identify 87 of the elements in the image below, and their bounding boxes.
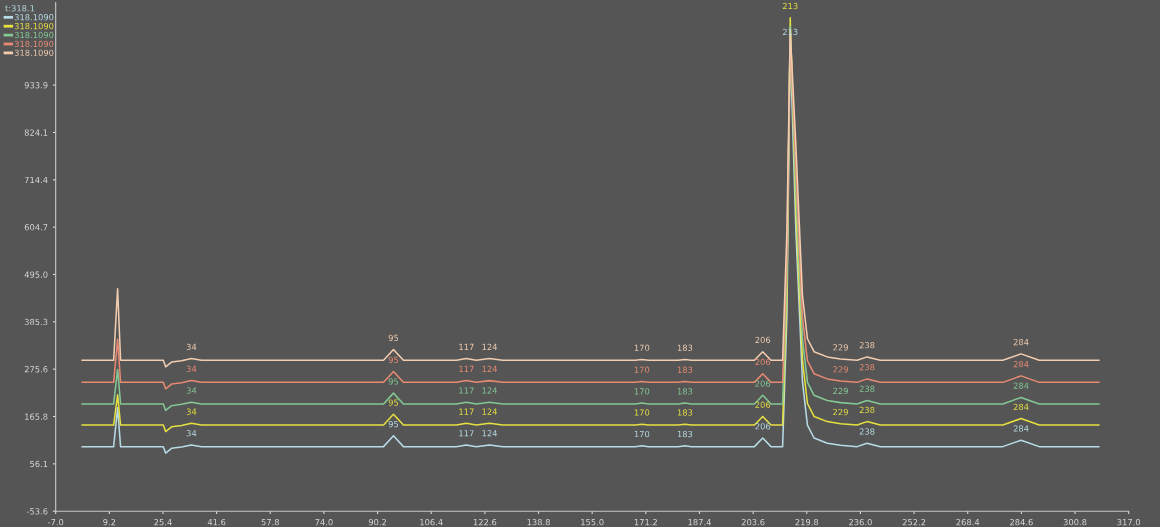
y-tick-label: 604.7 bbox=[24, 224, 48, 231]
annotation: 206 bbox=[755, 380, 771, 387]
annotation: 170 bbox=[634, 344, 650, 351]
y-tick-label: 933.9 bbox=[24, 82, 48, 89]
annotation: 183 bbox=[677, 388, 693, 395]
annotation: 117 bbox=[459, 408, 474, 415]
annotation: 238 bbox=[859, 364, 875, 371]
x-tick-label: 122.6 bbox=[473, 518, 497, 526]
x-tick-label: 187.4 bbox=[688, 518, 711, 526]
x-tick-label: -7.0 bbox=[47, 518, 64, 526]
annotation: 206 bbox=[755, 401, 771, 408]
annotation: 183 bbox=[677, 366, 693, 373]
annotation: 284 bbox=[1013, 425, 1029, 432]
legend-label: 318.1090 bbox=[14, 31, 54, 39]
x-tick-label: 236.0 bbox=[849, 518, 872, 526]
x-tick-label: 106.4 bbox=[420, 518, 443, 526]
annotation: 238 bbox=[859, 385, 875, 392]
annotation: 229 bbox=[833, 387, 848, 395]
x-tick-label: 268.4 bbox=[956, 518, 980, 526]
y-tick-label: 714.4 bbox=[24, 176, 48, 183]
annotation: 117 bbox=[459, 343, 474, 350]
annotation: 34 bbox=[186, 408, 197, 415]
x-tick-label: 155.0 bbox=[581, 518, 604, 526]
annotation: 34 bbox=[186, 343, 197, 351]
x-tick-label: 25.4 bbox=[154, 518, 172, 526]
y-tick-label: 275.6 bbox=[24, 366, 48, 373]
legend-label: 318.1090 bbox=[14, 14, 54, 21]
annotation: 229 bbox=[833, 366, 848, 373]
annotation: 170 bbox=[634, 409, 650, 416]
y-tick-label: 495.0 bbox=[24, 271, 48, 278]
annotation: 170 bbox=[634, 430, 650, 438]
x-tick-label: 317.0 bbox=[1117, 518, 1141, 526]
annotation: 284 bbox=[1013, 403, 1029, 411]
annotation: 170 bbox=[634, 366, 650, 373]
x-tick-label: 138.8 bbox=[527, 518, 550, 526]
x-tick-label: 284.6 bbox=[1010, 518, 1033, 526]
x-tick-label: 252.2 bbox=[902, 518, 926, 526]
annotation: 95 bbox=[388, 378, 399, 385]
y-tick-label: 385.3 bbox=[24, 318, 48, 326]
annotation: 170 bbox=[634, 388, 650, 395]
x-tick-label: 219.8 bbox=[795, 518, 819, 526]
annotation: 124 bbox=[482, 430, 497, 437]
annotation: 238 bbox=[859, 342, 875, 349]
annotation: 34 bbox=[186, 365, 197, 373]
annotation: 117 bbox=[459, 430, 474, 437]
legend-label: 318.1090 bbox=[14, 40, 54, 48]
x-tick-label: 57.8 bbox=[261, 518, 279, 526]
annotation: 124 bbox=[482, 387, 497, 394]
x-tick-label: 9.2 bbox=[103, 518, 116, 526]
legend-title: t:318.1 bbox=[5, 5, 35, 12]
x-tick-label: 300.8 bbox=[1063, 518, 1087, 526]
annotation: 124 bbox=[482, 365, 497, 372]
annotation: 95 bbox=[388, 334, 399, 341]
annotation: 124 bbox=[482, 343, 497, 350]
annotation: 34 bbox=[186, 430, 197, 437]
annotation: 284 bbox=[1013, 382, 1029, 389]
annotation: 206 bbox=[755, 423, 771, 430]
x-tick-label: 90.2 bbox=[368, 518, 387, 526]
annotation: 229 bbox=[833, 344, 848, 351]
legend-label: 318.1090 bbox=[14, 49, 54, 56]
x-tick-label: 203.6 bbox=[741, 518, 765, 526]
annotation: 95 bbox=[388, 399, 399, 406]
annotation: 238 bbox=[859, 406, 875, 414]
annotation: 95 bbox=[388, 420, 399, 428]
annotation: 213 bbox=[782, 2, 798, 10]
annotation: 183 bbox=[677, 409, 693, 416]
annotation: 34 bbox=[186, 387, 197, 394]
annotation: 117 bbox=[459, 365, 474, 372]
x-tick-label: 171.2 bbox=[634, 518, 657, 526]
annotation: 117 bbox=[459, 387, 474, 394]
y-tick-label: 56.1 bbox=[30, 460, 48, 468]
x-tick-label: 74.0 bbox=[315, 518, 333, 526]
annotation: 284 bbox=[1013, 361, 1029, 368]
annotation: 238 bbox=[859, 428, 875, 435]
annotation: 206 bbox=[755, 358, 771, 366]
y-tick-label: 824.1 bbox=[24, 129, 48, 136]
annotation: 229 bbox=[833, 408, 848, 416]
annotation: 124 bbox=[482, 408, 497, 415]
legend-label: 318.1090 bbox=[14, 22, 54, 30]
annotation: 183 bbox=[677, 430, 693, 438]
annotation: 206 bbox=[755, 336, 771, 344]
x-tick-label: 41.6 bbox=[207, 518, 226, 526]
y-tick-label: -53.6 bbox=[26, 508, 48, 515]
annotation: 183 bbox=[677, 344, 693, 351]
annotation: 284 bbox=[1013, 339, 1029, 346]
annotation: 95 bbox=[388, 356, 399, 363]
y-tick-label: 165.8 bbox=[25, 413, 48, 420]
